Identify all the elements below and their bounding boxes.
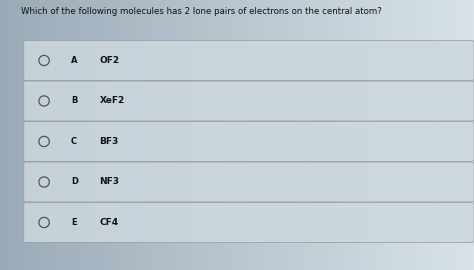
FancyBboxPatch shape xyxy=(24,122,474,161)
Text: XeF2: XeF2 xyxy=(100,96,125,106)
Text: D: D xyxy=(71,177,78,187)
Text: CF4: CF4 xyxy=(100,218,118,227)
FancyBboxPatch shape xyxy=(24,162,474,202)
Text: NF3: NF3 xyxy=(100,177,119,187)
Text: C: C xyxy=(71,137,77,146)
Text: E: E xyxy=(71,218,77,227)
Text: OF2: OF2 xyxy=(100,56,119,65)
FancyBboxPatch shape xyxy=(24,40,474,80)
FancyBboxPatch shape xyxy=(24,202,474,242)
Text: B: B xyxy=(71,96,77,106)
FancyBboxPatch shape xyxy=(24,81,474,121)
Text: Which of the following molecules has 2 lone pairs of electrons on the central at: Which of the following molecules has 2 l… xyxy=(21,7,382,16)
Text: BF3: BF3 xyxy=(100,137,119,146)
Text: A: A xyxy=(71,56,78,65)
